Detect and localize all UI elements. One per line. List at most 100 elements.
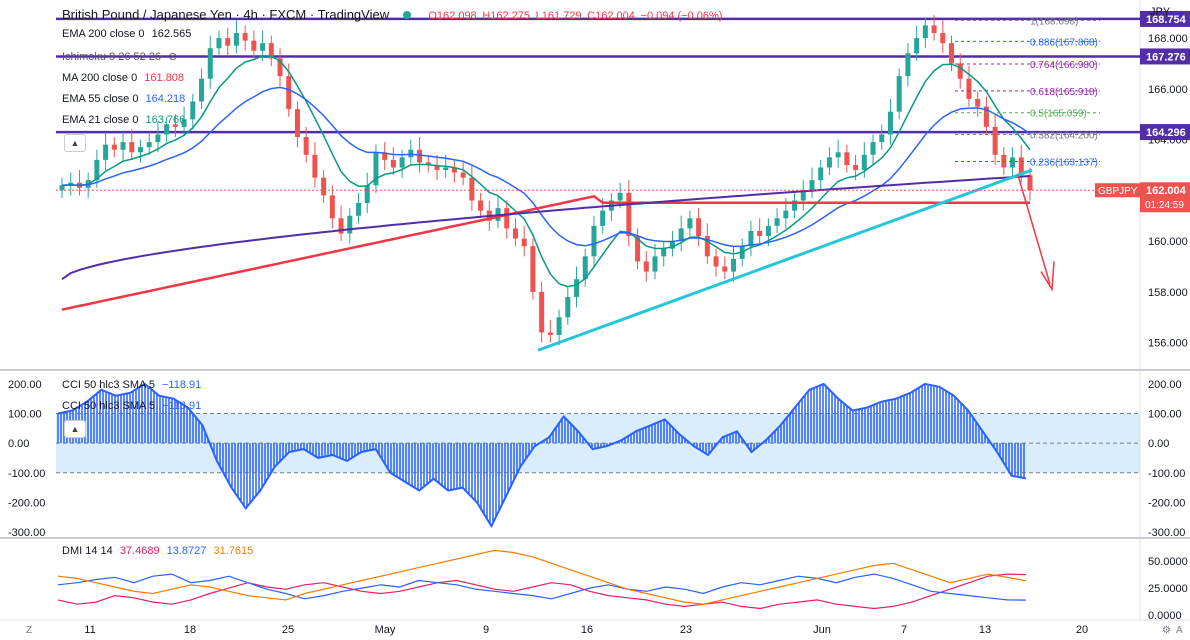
cci-tick-label: 0.00 xyxy=(1148,438,1169,450)
indicator-ema200[interactable]: EMA 200 close 0 162.565 xyxy=(62,28,195,40)
candle-body xyxy=(809,180,815,191)
candle-body xyxy=(504,208,510,229)
symbol-tag: GBPJPY xyxy=(1098,186,1138,197)
indicator-ema21[interactable]: EMA 21 close 0 163.766 xyxy=(62,114,189,126)
candle-body xyxy=(443,167,449,171)
candle-body xyxy=(983,106,989,127)
candle-body xyxy=(966,78,972,99)
dmi-tick-label: 50.0000 xyxy=(1148,556,1188,568)
indicator-ma200[interactable]: MA 200 close 0 161.808 xyxy=(62,72,188,84)
candle-body xyxy=(792,200,798,211)
current-price-tag-bg xyxy=(1140,182,1190,213)
indicator-name: CCI 50 hlc3 SMA 5 xyxy=(62,400,155,412)
candle-body xyxy=(469,177,475,201)
candle-body xyxy=(905,53,911,77)
candle-body xyxy=(992,126,998,155)
cci-legend-2[interactable]: CCI 50 hlc3 SMA 5 −118.91 xyxy=(62,400,205,412)
cci-tick-label: -200.00 xyxy=(1148,497,1185,509)
fib-level-label: 0.764(166.980) xyxy=(1030,60,1098,71)
price-tick-label: 166.000 xyxy=(1148,84,1188,96)
price-tag-label: 167.276 xyxy=(1146,51,1186,63)
candle-body xyxy=(678,228,684,242)
currency-label[interactable]: JPY xyxy=(1150,6,1171,18)
price-tick-label: 158.000 xyxy=(1148,287,1188,299)
countdown-label: 01:24:59 xyxy=(1145,200,1184,211)
indicator-ema55[interactable]: EMA 55 close 0 164.218 xyxy=(62,93,189,105)
candle-body xyxy=(957,63,963,79)
eye-hidden-icon[interactable]: ⊘ xyxy=(168,51,178,63)
candle-body xyxy=(1027,175,1033,191)
indicator-name: DMI 14 14 xyxy=(62,545,113,557)
candle-body xyxy=(730,258,736,272)
time-tick-label: 13 xyxy=(979,624,991,636)
candle-body xyxy=(94,159,100,181)
current-price-tag: 162.004 xyxy=(1146,185,1187,197)
candle-body xyxy=(530,246,536,292)
indicator-name: EMA 21 close 0 xyxy=(62,114,139,126)
time-tick-label: 16 xyxy=(581,624,593,636)
fib-level-label: 0.236(163.137) xyxy=(1030,157,1098,168)
ema55-line xyxy=(61,86,1031,248)
auto-scale-icon: A xyxy=(1176,625,1183,636)
cci-left-tick-label: -100.00 xyxy=(8,468,45,480)
cci-tick-label: -100.00 xyxy=(1148,468,1185,480)
candle-body xyxy=(399,157,405,168)
fib-level-label: 0.5(165.059) xyxy=(1030,109,1087,120)
dmi-legend[interactable]: DMI 14 14 37.4689 13.8727 31.7615 xyxy=(62,545,257,557)
candle-body xyxy=(949,43,955,64)
candle-body xyxy=(137,147,143,153)
candle-body xyxy=(713,256,719,267)
cci-legend-1[interactable]: CCI 50 hlc3 SMA 5 −118.91 xyxy=(62,379,205,391)
time-tick-label: 9 xyxy=(483,624,489,636)
candle-body xyxy=(356,203,362,216)
cci-tick-label: -300.00 xyxy=(1148,527,1185,539)
dmi-minus-value: 13.8727 xyxy=(166,545,207,557)
candle-body xyxy=(408,149,414,158)
trendline xyxy=(537,168,1033,352)
symbol-title[interactable]: British Pound / Japanese Yen · 4h · FXCM… xyxy=(62,7,390,22)
settings-icon: ⚙ xyxy=(1162,625,1171,636)
price-tag-label: 164.296 xyxy=(1146,127,1186,139)
collapse-cci-button[interactable]: ▲ xyxy=(64,420,86,438)
fib-level-label: 0.618(165.918) xyxy=(1030,87,1098,98)
candle-body xyxy=(748,230,754,247)
candle-body xyxy=(800,190,806,201)
candle-body xyxy=(251,40,257,51)
ohlc-open: O162.098 xyxy=(428,10,477,22)
indicator-ichimoku[interactable]: Ichimoku 9 26 52 26 ⊘ xyxy=(62,50,181,63)
candle-body xyxy=(826,157,832,168)
candle-body xyxy=(861,154,867,171)
candle-body xyxy=(303,137,309,155)
candle-body xyxy=(451,167,457,173)
candle-body xyxy=(321,177,327,196)
cci-left-tick-label: -200.00 xyxy=(8,497,45,509)
collapse-legend-button[interactable]: ▲ xyxy=(64,134,86,152)
indicator-value: 162.565 xyxy=(151,28,192,40)
cci-tick-label: 200.00 xyxy=(1148,379,1182,391)
indicator-value: 164.218 xyxy=(145,93,186,105)
candle-body xyxy=(460,172,466,178)
candle-body xyxy=(294,109,300,138)
candle-body xyxy=(286,76,292,110)
candle-body xyxy=(870,142,876,155)
market-open-icon xyxy=(402,11,411,19)
cci-line xyxy=(57,382,1027,529)
time-tick-label: May xyxy=(375,624,396,636)
ohlc-close: C162.004 xyxy=(587,10,635,22)
candle-body xyxy=(242,32,248,41)
ohlc-high: H162.275 xyxy=(482,10,531,22)
price-tick-label: 156.000 xyxy=(1148,338,1188,350)
candle-body xyxy=(199,78,205,102)
candle-body xyxy=(896,76,902,112)
candle-body xyxy=(1010,157,1016,168)
candle-body xyxy=(111,144,117,150)
candle-body xyxy=(373,152,379,186)
candle-body xyxy=(382,152,388,160)
candle-body xyxy=(975,98,981,107)
indicator-value: −118.91 xyxy=(162,379,202,391)
candle-body xyxy=(103,144,109,160)
candle-body xyxy=(652,256,658,272)
ohlc-change: −0.094 (−0.06%) xyxy=(640,10,723,22)
candle-body xyxy=(853,164,859,171)
